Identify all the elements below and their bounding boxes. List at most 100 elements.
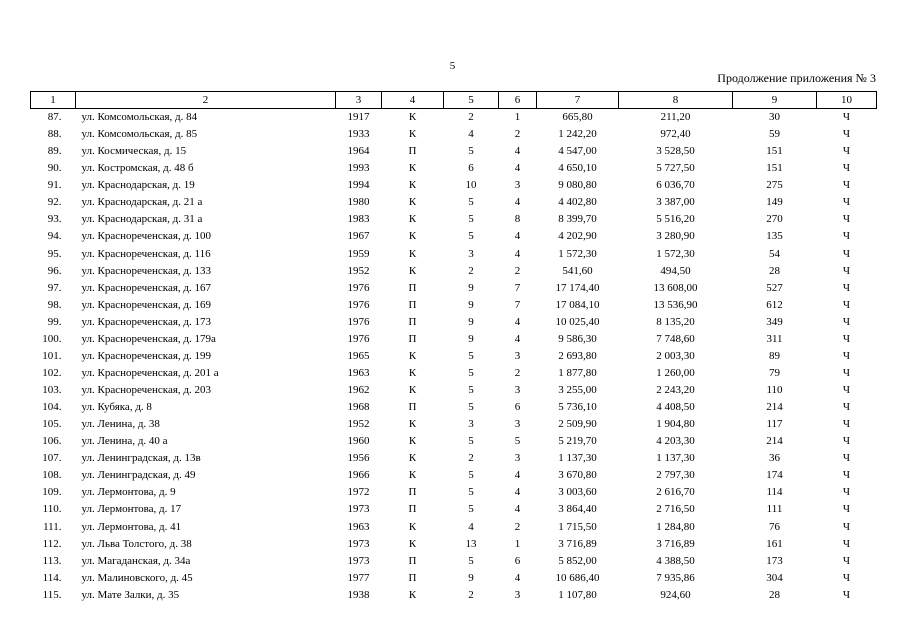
cell-entrances: 8 — [514, 213, 521, 226]
cell-entrances: 6 — [514, 401, 521, 414]
cell-wall-material: К — [408, 162, 417, 175]
cell-floors: 3 — [468, 247, 474, 260]
cell-address: ул. Космическая, д. 15 — [81, 145, 187, 158]
table-body: 87. ул. Комсомольская, д. 84 1917 К 2 1 665,80… — [31, 109, 877, 604]
cell-row-number: 100. — [42, 332, 62, 345]
table-row: 105. ул. Ленина, д. 38 1952 К 3 3 2 509,90 1 90… — [31, 416, 877, 433]
cell-living-area: 4 408,50 — [656, 401, 695, 414]
cell-year-built: 1960 — [347, 435, 370, 448]
cell-residents: 214 — [766, 401, 783, 414]
cell-floors: 5 — [468, 349, 474, 362]
cell-entrances: 4 — [514, 230, 521, 243]
cell-floors: 9 — [468, 298, 474, 311]
cell-row-number: 91. — [47, 179, 62, 192]
cell-address: ул. Ленина, д. 38 — [81, 418, 160, 431]
cell-row-number: 105. — [42, 418, 62, 431]
cell-address: ул. Ленинградская, д. 13в — [81, 452, 201, 465]
cell-category: Ч — [842, 435, 851, 448]
cell-residents: 30 — [769, 111, 780, 124]
table-row: 90. ул. Костромская, д. 48 б 1993 К 6 4 4 650,… — [31, 160, 877, 177]
cell-wall-material: К — [408, 111, 417, 124]
cell-year-built: 1977 — [347, 571, 370, 584]
cell-entrances: 3 — [514, 349, 521, 362]
cell-row-number: 92. — [47, 196, 62, 209]
cell-floors: 2 — [468, 452, 474, 465]
cell-year-built: 1959 — [347, 247, 370, 260]
cell-residents: 612 — [766, 298, 783, 311]
cell-floors: 3 — [468, 418, 474, 431]
cell-floors: 9 — [468, 281, 474, 294]
cell-total-area: 1 572,30 — [558, 247, 597, 260]
cell-entrances: 5 — [514, 435, 521, 448]
cell-residents: 117 — [766, 418, 783, 431]
cell-address: ул. Краснореченская, д. 100 — [81, 230, 212, 243]
cell-living-area: 2 716,50 — [656, 503, 695, 516]
cell-category: Ч — [842, 571, 851, 584]
cell-wall-material: П — [408, 145, 417, 158]
column-header-2: 2 — [75, 91, 336, 109]
cell-row-number: 94. — [47, 230, 62, 243]
cell-residents: 36 — [769, 452, 780, 465]
cell-category: Ч — [842, 418, 851, 431]
cell-row-number: 109. — [42, 486, 62, 499]
column-header-4: 4 — [381, 91, 444, 109]
cell-address: ул. Комсомольская, д. 85 — [81, 128, 198, 141]
cell-floors: 10 — [465, 179, 477, 192]
cell-wall-material: К — [408, 196, 417, 209]
cell-row-number: 103. — [42, 384, 62, 397]
column-header-8: 8 — [618, 91, 733, 109]
cell-total-area: 8 399,70 — [558, 213, 597, 226]
cell-category: Ч — [842, 332, 851, 345]
cell-living-area: 6 036,70 — [656, 179, 695, 192]
cell-floors: 9 — [468, 315, 474, 328]
column-header-9: 9 — [732, 91, 817, 109]
cell-living-area: 1 572,30 — [656, 247, 695, 260]
cell-entrances: 4 — [514, 332, 521, 345]
cell-address: ул. Льва Толстого, д. 38 — [81, 537, 192, 550]
cell-floors: 5 — [468, 145, 474, 158]
cell-total-area: 1 242,20 — [558, 128, 597, 141]
cell-floors: 5 — [468, 213, 474, 226]
column-header-5: 5 — [443, 91, 499, 109]
table-row: 96. ул. Краснореченская, д. 133 1952 К 2 2 541… — [31, 263, 877, 280]
cell-entrances: 4 — [514, 503, 521, 516]
cell-floors: 9 — [468, 571, 474, 584]
cell-year-built: 1963 — [347, 520, 370, 533]
table-row: 110. ул. Лермонтова, д. 17 1973 П 5 4 3 864,40… — [31, 501, 877, 518]
cell-total-area: 5 219,70 — [558, 435, 597, 448]
cell-wall-material: П — [408, 315, 417, 328]
cell-row-number: 112. — [42, 537, 62, 550]
cell-year-built: 1965 — [347, 349, 370, 362]
cell-category: Ч — [842, 315, 851, 328]
cell-wall-material: К — [408, 588, 417, 601]
cell-total-area: 3 003,60 — [558, 486, 597, 499]
cell-address: ул. Краснореченская, д. 133 — [81, 264, 212, 277]
cell-total-area: 1 715,50 — [558, 520, 597, 533]
cell-wall-material: П — [408, 298, 417, 311]
cell-category: Ч — [842, 452, 851, 465]
cell-category: Ч — [842, 588, 851, 601]
cell-residents: 174 — [766, 469, 783, 482]
cell-year-built: 1976 — [347, 298, 370, 311]
cell-living-area: 5 516,20 — [656, 213, 695, 226]
cell-wall-material: П — [408, 332, 417, 345]
cell-year-built: 1972 — [347, 486, 370, 499]
cell-living-area: 2 797,30 — [656, 469, 695, 482]
cell-wall-material: П — [408, 486, 417, 499]
cell-entrances: 6 — [514, 554, 521, 567]
cell-address: ул. Краснореченская, д. 167 — [81, 281, 212, 294]
buildings-table: 1 2 3 4 5 6 7 8 9 10 87. ул. Комсомольская, д. 84 1… — [30, 91, 877, 604]
table-row: 98. ул. Краснореченская, д. 169 1976 П 9 7 17 … — [31, 297, 877, 314]
cell-residents: 151 — [766, 145, 783, 158]
cell-residents: 151 — [766, 162, 783, 175]
cell-total-area: 4 202,90 — [558, 230, 597, 243]
cell-year-built: 1967 — [347, 230, 370, 243]
table-row: 111. ул. Лермонтова, д. 41 1963 К 4 2 1 715,50… — [31, 519, 877, 536]
cell-entrances: 4 — [514, 486, 521, 499]
cell-entrances: 1 — [514, 111, 521, 124]
cell-category: Ч — [842, 128, 851, 141]
cell-address: ул. Краснореченская, д. 201 а — [81, 366, 219, 379]
cell-year-built: 1994 — [347, 179, 370, 192]
cell-wall-material: К — [408, 213, 417, 226]
cell-wall-material: К — [408, 435, 417, 448]
